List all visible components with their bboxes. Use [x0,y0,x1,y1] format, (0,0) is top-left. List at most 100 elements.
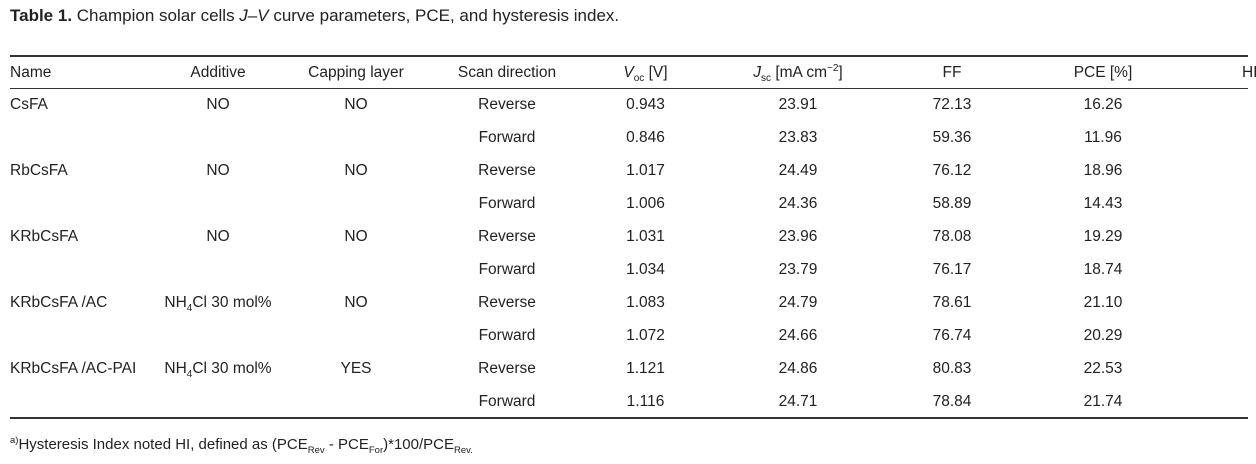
cell-hi: 4 [1187,286,1256,319]
cell-additive: NO [158,154,278,187]
cell-scan: Reverse [478,227,536,245]
header-scan: Scan direction [457,63,557,81]
header-rule [10,88,1248,89]
cell-voc: 1.116 [626,392,665,410]
cell-hi [1187,187,1256,220]
footnote-marker: a) [10,435,19,446]
header-hi: HIa) [%] [1187,57,1256,88]
cell-additive: NO [158,88,278,121]
cell-voc: 0.943 [626,95,665,113]
table-body: CsFA NO NO Reverse 0.943 23.91 72.13 16.26 26 For… [10,88,1256,418]
header-additive: Additive [190,63,246,81]
table-row: CsFA NO NO Reverse 0.943 23.91 72.13 16.26 26 [10,88,1256,121]
footnote-sub3: Rev. [453,445,473,456]
cell-capping: NO [344,293,368,311]
cell-scan: Forward [478,260,536,278]
cell-pce: 18.74 [1083,260,1123,278]
table-row: Forward 1.072 24.66 76.74 20.29 [10,319,1256,352]
cell-additive [158,253,278,286]
table-row: Forward 1.006 24.36 58.89 14.43 [10,187,1256,220]
cell-name [10,121,158,154]
cell-hi: 24 [1187,154,1256,187]
cell-voc: 1.083 [626,293,665,311]
table-row: KRbCsFA /AC-PAI NH4Cl 30 mol% YES Reverse 1.… [10,352,1256,385]
cell-pce: 21.10 [1083,293,1123,311]
table-row: Forward 1.034 23.79 76.17 18.74 [10,253,1256,286]
footnote-text1: Hysteresis Index noted HI, defined as (P… [18,436,308,453]
cell-scan: Forward [478,392,536,410]
cell-name [10,187,158,220]
cell-hi: 26 [1187,88,1256,121]
footnote-text3: )*100/PCE [383,436,454,453]
table-row: KRbCsFA /AC NH4Cl 30 mol% NO Reverse 1.083 24… [10,286,1256,319]
cell-voc: 0.846 [626,128,665,146]
cell-pce: 18.96 [1083,161,1123,179]
cell-jsc: 24.71 [778,392,818,410]
cell-ff: 78.61 [932,293,972,311]
cell-name: KRbCsFA [10,227,79,245]
hi-label: HI [1241,63,1256,81]
voc-symbol: V [623,63,634,81]
cell-ff: 76.17 [932,260,972,278]
caption-text-before: Champion solar cells [76,6,240,25]
additive-sub: 4 [186,302,193,314]
footnote-sub1: Rev [307,445,325,456]
cell-additive [158,385,278,418]
cell-voc: 1.121 [626,359,665,377]
top-rule [10,55,1248,57]
table-caption: Table 1. Champion solar cells J–V curve … [10,5,619,27]
cell-name: RbCsFA [10,161,68,179]
cell-pce: 11.96 [1084,128,1122,146]
table-row: Forward 1.116 24.71 78.84 21.74 [10,385,1256,418]
caption-text-after: curve parameters, PCE, and hysteresis in… [268,6,620,25]
cell-capping [278,253,434,286]
voc-sub: oc [633,72,645,84]
cell-jsc: 24.49 [778,161,818,179]
cell-pce: 16.26 [1083,95,1123,113]
cell-capping [278,121,434,154]
cell-ff: 72.13 [932,95,972,113]
cell-additive [158,187,278,220]
header-capping: Capping layer [308,63,404,81]
additive-tail: Cl 30 mol% [192,359,272,377]
additive-main: NO [206,227,230,245]
jsc-unit: [mA cm [771,63,827,81]
voc-unit: [V] [644,63,668,81]
cell-hi: 4 [1187,352,1256,385]
cell-ff: 80.83 [932,359,972,377]
header-row: Name Additive Capping layer Scan directi… [10,57,1256,88]
table-row: RbCsFA NO NO Reverse 1.017 24.49 76.12 18.96 24 [10,154,1256,187]
footnote-text2: - PCE [324,436,369,453]
caption-jv: J–V [239,6,269,25]
jsc-symbol: J [753,63,762,81]
cell-scan: Forward [478,194,536,212]
cell-jsc: 23.96 [778,227,818,245]
footnote: a)Hysteresis Index noted HI, defined as … [10,435,473,456]
cell-scan: Reverse [478,359,536,377]
cell-jsc: 23.91 [778,95,818,113]
jsc-exp: −2 [827,62,839,74]
table-row: Forward 0.846 23.83 59.36 11.96 [10,121,1256,154]
cell-jsc: 24.86 [778,359,818,377]
cell-additive [158,319,278,352]
cell-ff: 78.08 [932,227,972,245]
cell-hi [1187,253,1256,286]
header-pce: PCE [%] [1073,63,1133,81]
cell-scan: Reverse [478,161,536,179]
additive-main: NO [206,161,230,179]
cell-voc: 1.031 [626,227,665,245]
cell-voc: 1.006 [626,194,665,212]
cell-capping: NO [344,227,368,245]
cell-additive: NO [158,220,278,253]
cell-additive: NH4Cl 30 mol% [158,352,278,385]
cell-ff: 76.74 [932,326,972,344]
header-jsc: Jsc [mA cm−2] [711,57,885,88]
additive-tail: Cl 30 mol% [192,293,272,311]
cell-pce: 20.29 [1083,326,1123,344]
cell-voc: 1.017 [626,161,665,179]
additive-main: NH [164,293,187,311]
cell-capping: NO [344,95,368,113]
cell-capping: YES [340,359,372,377]
cell-ff: 59.36 [932,128,972,146]
cell-name: CsFA [10,95,48,113]
